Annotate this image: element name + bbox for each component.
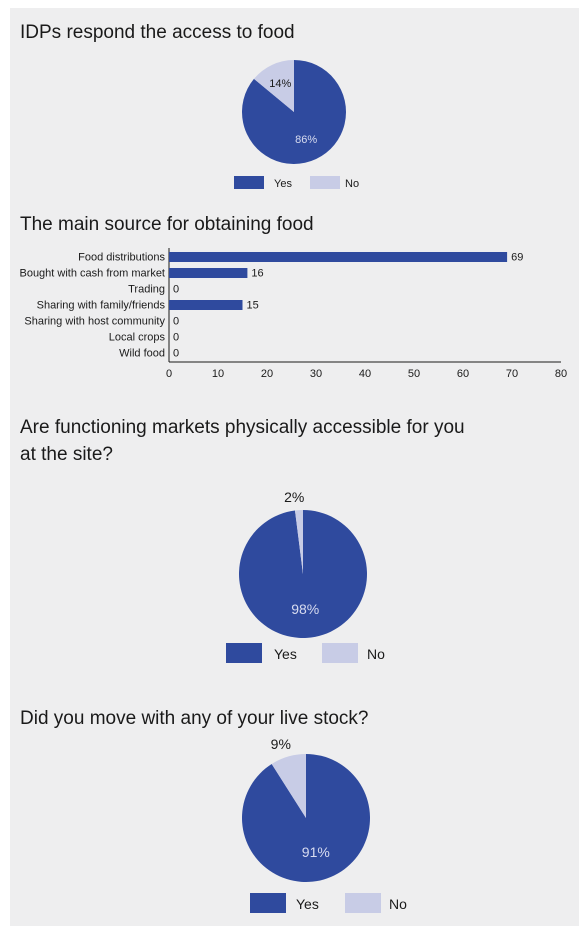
- x-tick-label: 50: [408, 368, 420, 380]
- x-tick-label: 30: [310, 368, 322, 380]
- category-label: Sharing with family/friends: [37, 300, 166, 312]
- legend-swatch-yes: [250, 893, 286, 913]
- x-tick-label: 10: [212, 368, 224, 380]
- category-label: Local crops: [109, 332, 166, 344]
- bars: [169, 252, 508, 310]
- x-tick-label: 80: [555, 368, 567, 380]
- legend-label-no: No: [345, 178, 359, 190]
- legend-label-yes: Yes: [296, 896, 319, 912]
- pie-slice-no: [271, 754, 306, 818]
- slice-label-yes: 86%: [295, 134, 317, 146]
- category-label: Food distributions: [78, 252, 165, 264]
- pie-slice-yes: [239, 510, 368, 638]
- value-label: 0: [173, 332, 179, 344]
- category-labels: Food distributions Bought with cash from …: [19, 252, 165, 360]
- category-label: Wild food: [119, 348, 165, 360]
- x-tick-label: 70: [506, 368, 518, 380]
- legend-label-no: No: [367, 646, 385, 662]
- category-label: Bought with cash from market: [19, 268, 165, 280]
- value-labels: 69 16 0 15 0 0 0: [173, 252, 523, 360]
- x-tick-label: 60: [457, 368, 469, 380]
- pie-chart-markets-accessible: Are functioning markets physically acces…: [20, 417, 465, 663]
- category-label: Trading: [128, 284, 165, 296]
- pie-chart-livestock: Did you move with any of your live stock…: [20, 708, 407, 913]
- charts-panel: IDPs respond the access to food 86% 14% …: [10, 8, 579, 926]
- legend-label-no: No: [389, 896, 407, 912]
- bar: [169, 300, 243, 310]
- bar-chart-food-source: The main source for obtaining food Food …: [19, 214, 567, 380]
- x-tick-label: 20: [261, 368, 273, 380]
- slice-label-no: 2%: [284, 489, 304, 505]
- slice-label-no: 14%: [269, 78, 291, 90]
- value-label: 15: [247, 300, 259, 312]
- value-label: 0: [173, 284, 179, 296]
- legend-label-yes: Yes: [274, 646, 297, 662]
- value-label: 69: [511, 252, 523, 264]
- chart-title: Did you move with any of your live stock…: [20, 708, 369, 729]
- x-tick-label: 0: [166, 368, 172, 380]
- legend-swatch-no: [310, 176, 340, 189]
- charts-canvas: IDPs respond the access to food 86% 14% …: [19, 22, 567, 913]
- value-label: 0: [173, 316, 179, 328]
- legend-swatch-yes: [226, 643, 262, 663]
- chart-title: IDPs respond the access to food: [20, 22, 295, 43]
- chart-title-line-2: at the site?: [20, 444, 113, 465]
- legend-label-yes: Yes: [274, 178, 292, 190]
- pie-slice-no: [253, 60, 294, 112]
- bar: [169, 268, 248, 278]
- slice-label-yes: 98%: [291, 601, 319, 617]
- slice-label-yes: 91%: [302, 844, 330, 860]
- bar: [169, 252, 508, 262]
- value-label: 16: [251, 268, 263, 280]
- x-tick-labels: 0 10 20 30 40 50 60 70 80: [166, 368, 567, 380]
- chart-title: The main source for obtaining food: [20, 214, 314, 235]
- category-label: Sharing with host community: [24, 316, 165, 328]
- slice-label-no: 9%: [271, 736, 291, 752]
- legend-swatch-yes: [234, 176, 264, 189]
- pie-chart-food-access: IDPs respond the access to food 86% 14% …: [20, 22, 359, 190]
- x-tick-label: 40: [359, 368, 371, 380]
- legend-swatch-no: [345, 893, 381, 913]
- value-label: 0: [173, 348, 179, 360]
- legend-swatch-no: [322, 643, 358, 663]
- pie-slice-no: [294, 510, 303, 574]
- chart-title-line-1: Are functioning markets physically acces…: [20, 417, 465, 438]
